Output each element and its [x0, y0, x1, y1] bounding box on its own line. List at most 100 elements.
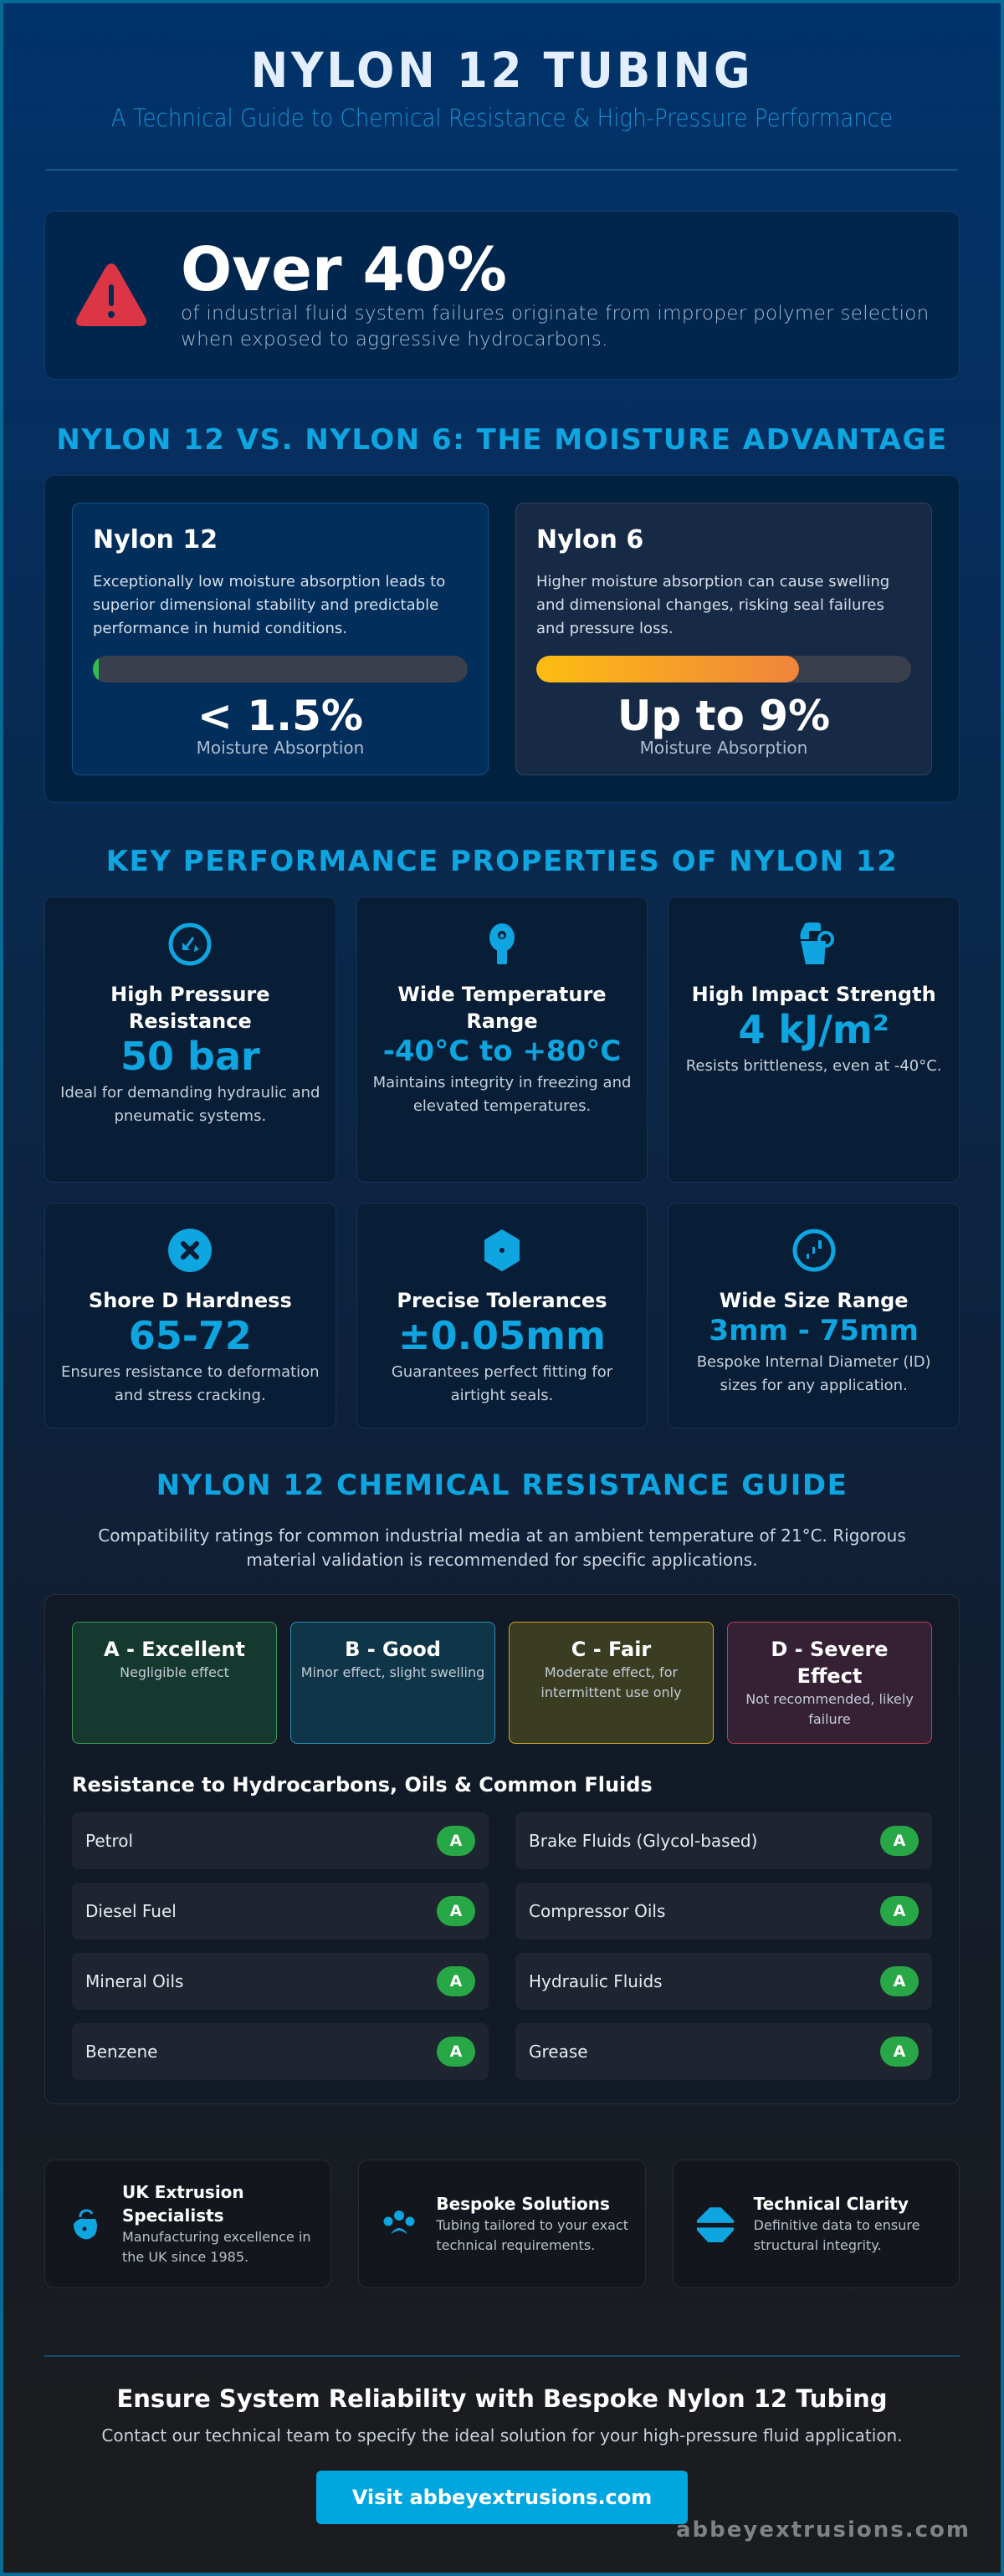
property-value: 50 bar [120, 1034, 260, 1079]
feature-technical-clarity: Technical Clarity Definitive data to ens… [672, 2159, 960, 2288]
properties-grid-row-2: Shore D Hardness 65-72 Ensures resistanc… [44, 1203, 960, 1429]
property-card-temperature: Wide Temperature Range -40°C to +80°C Ma… [356, 897, 648, 1183]
factory-lock-icon [74, 2209, 97, 2240]
property-value: 4 kJ/m² [738, 1007, 889, 1052]
feature-text: UK Extrusion Specialists Manufacturing e… [122, 2180, 315, 2267]
fluid-row: Petrol A [72, 1812, 489, 1869]
legend-title: B - Good [345, 1638, 441, 1661]
fluid-name: Diesel Fuel [85, 1901, 177, 1921]
legend-description: Negligible effect [120, 1664, 229, 1680]
fluid-row: Benzene A [72, 2023, 489, 2080]
team-icon [383, 2211, 415, 2234]
fluid-row: Mineral Oils A [72, 1953, 489, 2010]
fluid-row: Grease A [515, 2023, 932, 2080]
property-value: -40°C to +80°C [382, 1035, 622, 1068]
cta-divider [44, 2355, 960, 2357]
diameter-ruler-icon [792, 1229, 836, 1272]
card-description: Higher moisture absorption can cause swe… [536, 573, 890, 637]
page-subtitle: A Technical Guide to Chemical Resistance… [110, 104, 894, 132]
card-description: Exceptionally low moisture absorption le… [93, 573, 446, 637]
comparison-heading: NYLON 12 VS. NYLON 6: THE MOISTURE ADVAN… [56, 423, 948, 457]
cta-section: Ensure System Reliability with Bespoke N… [44, 2382, 960, 2524]
fluid-name: Brake Fluids (Glycol-based) [529, 1831, 758, 1851]
warning-triangle-icon [76, 263, 146, 326]
legend-title: D - Severe Effect [771, 1638, 889, 1688]
feature-title: Bespoke Solutions [436, 2194, 610, 2214]
property-title: Wide Size Range [719, 1289, 909, 1312]
cta-text: Contact our technical team to specify th… [101, 2425, 903, 2446]
feature-title: Technical Clarity [753, 2194, 909, 2214]
rating-badge: A [880, 1826, 919, 1856]
cta-title: Ensure System Reliability with Bespoke N… [116, 2384, 888, 2413]
legend-item-d: D - Severe Effect Not recommended, likel… [727, 1622, 932, 1744]
feature-description: Definitive data to ensure structural int… [753, 2217, 920, 2253]
nylon12-card: Nylon 12 Exceptionally low moisture abso… [72, 503, 489, 775]
property-title: Wide Temperature Range [397, 983, 607, 1033]
property-card-pressure: High Pressure Resistance 50 bar Ideal fo… [44, 897, 336, 1183]
property-card-hardness: Shore D Hardness 65-72 Ensures resistanc… [44, 1203, 336, 1429]
legend-title: A - Excellent [104, 1638, 245, 1661]
moisture-label: Moisture Absorption [639, 738, 808, 758]
page-header: NYLON 12 TUBING A Technical Guide to Che… [44, 3, 960, 171]
fluid-name: Grease [529, 2042, 588, 2062]
property-description: Bespoke Internal Diameter (ID) sizes for… [696, 1353, 931, 1394]
feature-bespoke-solutions: Bespoke Solutions Tubing tailored to you… [358, 2159, 646, 2288]
fluid-row: Compressor Oils A [515, 1883, 932, 1940]
hexagon-nut-icon [484, 1229, 520, 1271]
property-description: Maintains integrity in freezing and elev… [372, 1074, 632, 1115]
legend-title: C - Fair [571, 1638, 652, 1661]
fluid-name: Petrol [85, 1831, 134, 1851]
fluids-subheading: Resistance to Hydrocarbons, Oils & Commo… [72, 1773, 653, 1797]
rating-badge: A [437, 2037, 475, 2067]
property-title: Shore D Hardness [88, 1289, 292, 1312]
property-description: Ideal for demanding hydraulic and pneuma… [60, 1084, 320, 1125]
property-value: ±0.05mm [398, 1313, 606, 1358]
feature-description: Tubing tailored to your exact technical … [436, 2217, 628, 2253]
nylon6-card: Nylon 6 Higher moisture absorption can c… [515, 503, 932, 775]
fluids-list: Petrol A Brake Fluids (Glycol-based) A D… [72, 1812, 932, 2080]
property-card-tolerances: Precise Tolerances ±0.05mm Guarantees pe… [356, 1203, 648, 1429]
visit-website-button[interactable]: Visit abbeyextrusions.com [316, 2471, 688, 2524]
chemical-heading: NYLON 12 CHEMICAL RESISTANCE GUIDE [156, 1469, 848, 1502]
moisture-bar [93, 656, 468, 682]
page-title: NYLON 12 TUBING [250, 42, 754, 99]
fluid-name: Benzene [85, 2042, 158, 2062]
legend-description: Minor effect, slight swelling [300, 1664, 485, 1680]
thermometer-icon [489, 923, 515, 964]
rating-legend: A - Excellent Negligible effect B - Good… [72, 1622, 932, 1744]
rating-badge: A [880, 1896, 919, 1926]
moisture-bar [536, 656, 911, 682]
features-row: UK Extrusion Specialists Manufacturing e… [44, 2159, 960, 2288]
property-description: Ensures resistance to deformation and st… [61, 1363, 320, 1404]
rating-badge: A [437, 1966, 475, 1996]
fluid-row: Diesel Fuel A [72, 1883, 489, 1940]
moisture-value: Up to 9% [617, 692, 831, 740]
property-title: High Pressure Resistance [110, 983, 270, 1033]
property-description: Guarantees perfect fitting for airtight … [391, 1363, 613, 1404]
feature-description: Manufacturing excellence in the UK since… [122, 2229, 311, 2265]
comparison-panel: Nylon 12 Exceptionally low moisture abso… [44, 475, 960, 803]
fluid-row: Hydraulic Fluids A [515, 1953, 932, 2010]
property-card-size-range: Wide Size Range 3mm - 75mm Bespoke Inter… [668, 1203, 960, 1429]
rating-badge: A [437, 1896, 475, 1926]
legend-description: Not recommended, likely failure [745, 1691, 914, 1727]
moisture-bar-fill [93, 656, 99, 682]
fluid-name: Hydraulic Fluids [529, 1971, 663, 1991]
property-value: 3mm - 75mm [709, 1314, 919, 1347]
properties-heading: KEY PERFORMANCE PROPERTIES OF NYLON 12 [105, 845, 899, 878]
rating-badge: A [880, 1966, 919, 1996]
gauge-icon [168, 923, 212, 966]
hardness-icon [168, 1229, 213, 1272]
chemical-intro: Compatibility ratings for common industr… [98, 1526, 906, 1570]
shield-impact-icon [800, 923, 834, 964]
property-description: Resists brittleness, even at -40°C. [685, 1057, 942, 1075]
rating-badge: A [880, 2037, 919, 2067]
header-divider [46, 169, 958, 171]
property-card-impact: High Impact Strength 4 kJ/m² Resists bri… [668, 897, 960, 1183]
moisture-value: < 1.5% [197, 692, 363, 740]
moisture-bar-fill [536, 656, 799, 682]
feature-text: Technical Clarity Definitive data to ens… [754, 2192, 944, 2256]
card-title: Nylon 12 [93, 525, 218, 555]
hero-text-block: Over 40% of industrial fluid system fail… [181, 238, 959, 353]
